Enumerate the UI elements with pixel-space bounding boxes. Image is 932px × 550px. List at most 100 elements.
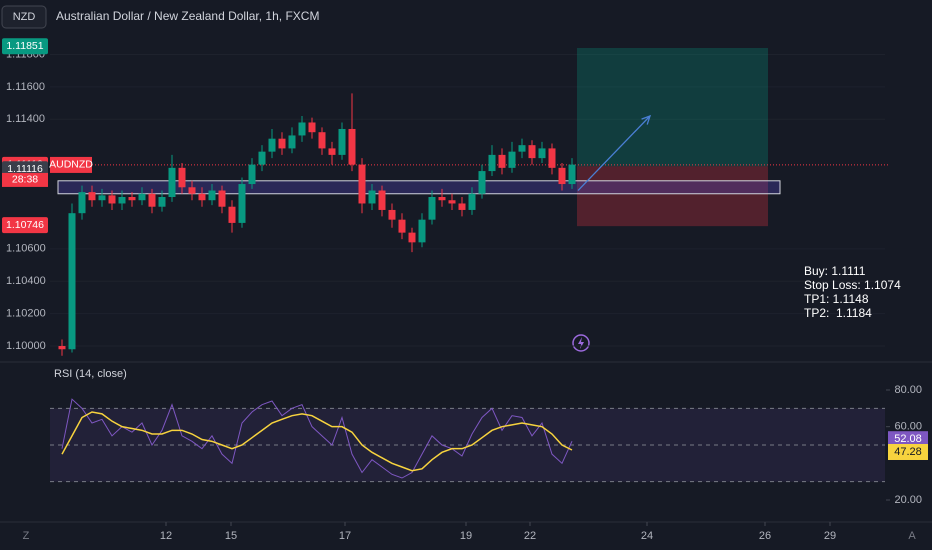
stop-loss-area <box>577 166 768 227</box>
candle-body <box>138 193 146 201</box>
candle-body <box>258 151 266 165</box>
candle-body <box>308 122 316 133</box>
y-tick-label: 1.10600 <box>6 243 46 255</box>
x-tick-label: 12 <box>160 530 172 542</box>
currency-label: NZD <box>13 11 36 23</box>
rsi-value-label: 47.28 <box>894 446 922 458</box>
candle-body <box>478 171 486 194</box>
y-tick-label: 1.11400 <box>6 113 45 125</box>
candle-body <box>58 346 66 350</box>
candle-body <box>428 196 436 220</box>
candle-body <box>548 148 556 168</box>
candle-body <box>448 200 456 204</box>
price-tag-label: 1.11851 <box>6 40 43 52</box>
rsi-line <box>61 398 573 479</box>
candle-body <box>438 196 446 201</box>
y-tick-label: 1.10200 <box>6 308 46 320</box>
lightning-icon[interactable] <box>572 334 590 352</box>
candle-body <box>338 128 346 155</box>
candle-body <box>368 190 376 204</box>
candle-body <box>118 196 126 204</box>
candle-body <box>288 135 296 149</box>
candle-body <box>108 195 116 204</box>
candle-body <box>98 195 106 201</box>
candle-body <box>88 192 96 201</box>
candle-body <box>128 196 136 201</box>
candle-body <box>318 132 326 149</box>
candle-body <box>198 193 206 201</box>
arrow-head <box>641 114 652 125</box>
x-tick-label: 15 <box>225 530 237 542</box>
candle-body <box>538 148 546 159</box>
candle-body <box>558 167 566 185</box>
rsi-line <box>61 411 573 472</box>
price-tag-label: 1.10746 <box>6 219 44 231</box>
candle-body <box>328 148 336 155</box>
candle-body <box>398 219 406 233</box>
countdown: 28:38 <box>12 174 38 186</box>
price-tag <box>2 217 48 234</box>
candle-body <box>518 145 526 152</box>
candle-body <box>358 164 366 204</box>
candle-body <box>378 190 386 210</box>
trend-arrow <box>577 115 651 191</box>
currency-button[interactable] <box>1 5 47 29</box>
x-tick-label: 22 <box>524 530 536 542</box>
candle-body <box>408 232 416 243</box>
candle-body <box>268 138 276 152</box>
symbol-label: AUDNZD <box>49 159 93 171</box>
candle-body <box>488 154 496 172</box>
candle-body <box>418 219 426 243</box>
symbol-title: Australian Dollar / New Zealand Dollar, … <box>56 9 319 23</box>
x-tick-label: 24 <box>641 530 653 542</box>
y-tick-label: 1.11600 <box>6 81 45 93</box>
candle-body <box>78 192 86 214</box>
trade-note: Stop Loss: 1.1074 <box>804 278 901 292</box>
candle-body <box>468 193 476 210</box>
candle-body <box>238 184 246 223</box>
candle-body <box>228 206 236 223</box>
rsi-value-tag <box>888 443 928 460</box>
candle-body <box>168 167 176 197</box>
trade-note: TP2: 1.1184 <box>804 306 872 320</box>
trade-note: Buy: 1.1111 <box>804 264 866 278</box>
y-tick-label: 1.10400 <box>6 275 46 287</box>
rsi-value-label: 52.08 <box>894 433 922 445</box>
symbol-tag <box>50 156 92 173</box>
rsi-title: RSI (14, close) <box>54 368 127 380</box>
rsi-tick-label: 20.00 <box>894 494 922 506</box>
candle-body <box>158 196 166 207</box>
candle-body <box>348 128 356 165</box>
x-tick-label: 17 <box>339 530 351 542</box>
x-tick-label: 19 <box>460 530 472 542</box>
candle-body <box>188 187 196 194</box>
rsi-value-tag <box>888 431 928 448</box>
timezone-button[interactable]: Z <box>23 530 30 542</box>
candle-body <box>248 164 256 185</box>
take-profit-area <box>577 47 768 167</box>
candle-body <box>178 167 186 188</box>
rsi-tick-label: 80.00 <box>894 384 922 396</box>
lightning-bolt <box>578 337 584 349</box>
candle-body <box>278 138 286 149</box>
candle-body <box>298 122 306 136</box>
countdown-tag <box>2 172 48 187</box>
candle-body <box>208 190 216 201</box>
candle-body <box>68 213 76 350</box>
candle-body <box>498 154 506 168</box>
candle-body <box>458 203 466 210</box>
candle-body <box>148 193 156 207</box>
price-tag-label: 1.11116 <box>7 163 43 175</box>
y-tick-label: 1.10000 <box>6 340 46 352</box>
price-tag <box>2 38 48 55</box>
candle-body <box>388 209 396 220</box>
auto-scale-button[interactable]: A <box>908 530 916 542</box>
trade-note: TP1: 1.1148 <box>804 292 869 306</box>
candle-body <box>568 164 576 185</box>
candle-body <box>218 190 226 207</box>
x-tick-label: 29 <box>824 530 836 542</box>
support-zone <box>57 180 781 195</box>
candle-body <box>508 151 516 168</box>
